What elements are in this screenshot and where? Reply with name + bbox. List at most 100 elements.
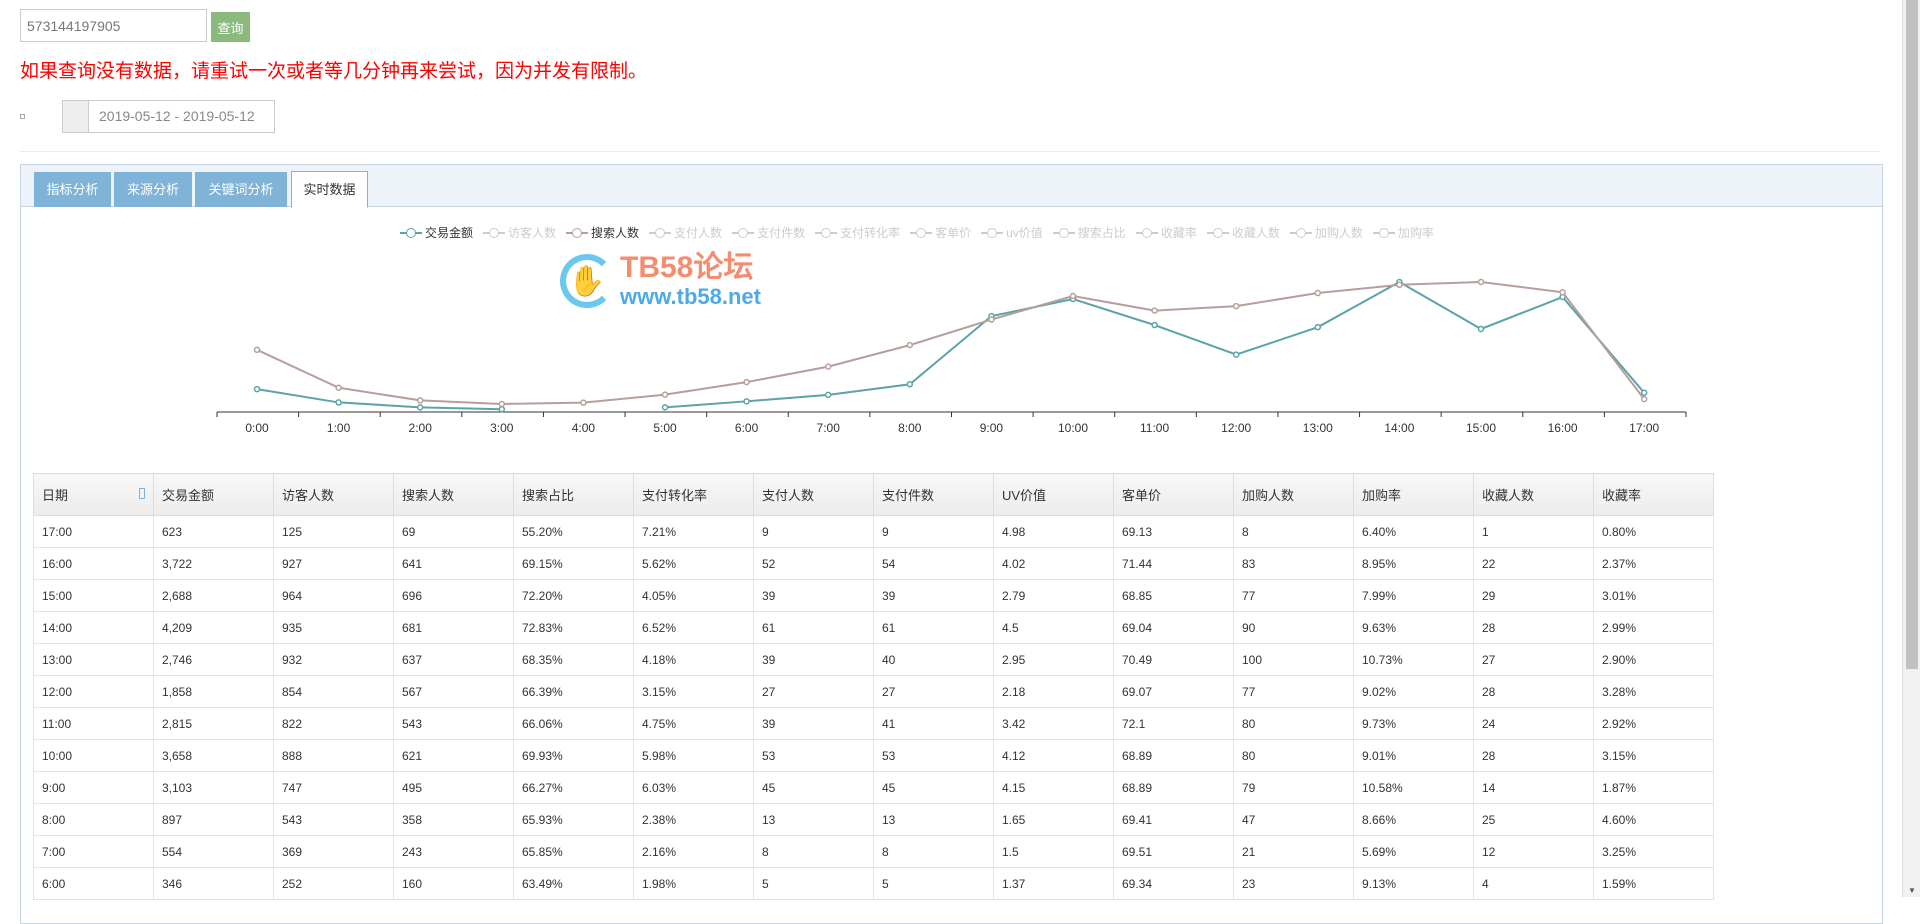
table-cell: 11:00 — [33, 707, 154, 740]
table-cell: 69.51 — [1113, 835, 1234, 868]
legend-marker-icon — [483, 227, 506, 239]
table-cell: 358 — [393, 803, 514, 836]
table-cell: 4.15 — [993, 771, 1114, 804]
sort-icon[interactable] — [139, 488, 145, 499]
legend-item[interactable]: 支付件数 — [732, 224, 805, 241]
data-point — [1314, 323, 1322, 331]
table-cell: 495 — [393, 771, 514, 804]
table-cell: 9 — [753, 515, 874, 548]
legend-item[interactable]: 搜索人数 — [566, 224, 639, 241]
column-header[interactable]: 加购率 — [1353, 473, 1474, 516]
table-cell: 45 — [873, 771, 994, 804]
legend-label: 交易金额 — [425, 226, 474, 240]
table-cell: 4.02 — [993, 547, 1114, 580]
date-range-picker[interactable]: 2019-05-12 - 2019-05-12 — [62, 100, 275, 133]
table-cell: 4.75% — [633, 707, 754, 740]
query-button[interactable]: 查询 — [211, 12, 250, 42]
x-tick-label: 4:00 — [572, 421, 596, 435]
table-cell: 52 — [753, 547, 874, 580]
table-cell: 68.89 — [1113, 771, 1234, 804]
table-cell: 9.63% — [1353, 611, 1474, 644]
table-cell: 5 — [753, 867, 874, 900]
legend-item[interactable]: 交易金额 — [400, 224, 473, 241]
table-cell: 69.07 — [1113, 675, 1234, 708]
calendar-icon[interactable] — [63, 101, 89, 132]
data-point — [498, 405, 506, 413]
table-cell: 69.34 — [1113, 867, 1234, 900]
column-header[interactable]: 搜索人数 — [393, 473, 514, 516]
table-cell: 28 — [1473, 739, 1594, 772]
column-header-label: 客单价 — [1122, 488, 1162, 503]
tab-source[interactable]: 来源分析 — [114, 172, 192, 207]
legend-item[interactable]: 加购率 — [1372, 224, 1434, 241]
table-row: 16:00 3,722 927 641 69.15% 5.62% 52 54 4.02 71.44… — [33, 547, 1714, 580]
column-header-label: 搜索占比 — [522, 488, 575, 503]
data-point — [253, 346, 261, 354]
column-header[interactable]: 加购人数 — [1233, 473, 1354, 516]
search-input[interactable] — [20, 9, 207, 42]
table-row: 9:00 3,103 747 495 66.27% 6.03% 45 45 4.15 68.89 7… — [33, 771, 1714, 804]
data-point — [906, 341, 914, 349]
table-row: 12:00 1,858 854 567 66.39% 3.15% 27 27 2.18 69.07… — [33, 675, 1714, 708]
table-row: 11:00 2,815 822 543 66.06% 4.75% 39 41 3.42 72.1 8… — [33, 707, 1714, 740]
legend-item[interactable]: 收藏率 — [1135, 224, 1197, 241]
table-cell: 68.89 — [1113, 739, 1234, 772]
column-header[interactable]: 客单价 — [1113, 473, 1234, 516]
scroll-down-arrow-icon[interactable]: ▼ — [1908, 886, 1916, 895]
table-cell: 5 — [873, 867, 994, 900]
chart-legend: 交易金额 访客人数 搜索人数 支付人数 支付件数 支付转化率 客单价 uv价值 搜索占比 收藏率 收… — [400, 224, 1434, 241]
column-header-label: 搜索人数 — [402, 488, 455, 503]
legend-item[interactable]: 加购人数 — [1289, 224, 1363, 241]
column-header[interactable]: 搜索占比 — [513, 473, 634, 516]
table-cell: 68.35% — [513, 643, 634, 676]
column-header[interactable]: 访客人数 — [273, 473, 394, 516]
table-cell: 6:00 — [33, 867, 154, 900]
table-cell: 13:00 — [33, 643, 154, 676]
table-cell: 2.99% — [1593, 611, 1714, 644]
legend-item[interactable]: 搜索占比 — [1052, 224, 1126, 241]
legend-item[interactable]: 客单价 — [910, 224, 971, 241]
table-row: 7:00 554 369 243 65.85% 2.16% 8 8 1.5 69.51 21 5.69… — [33, 835, 1714, 868]
legend-item[interactable]: 访客人数 — [483, 224, 556, 241]
table-cell: 72.20% — [513, 579, 634, 612]
series-line — [256, 388, 502, 411]
table-cell: 45 — [753, 771, 874, 804]
table-cell: 69.93% — [513, 739, 634, 772]
column-header[interactable]: 支付件数 — [873, 473, 994, 516]
table-row: 17:00 623 125 69 55.20% 7.21% 9 9 4.98 69.13 8 6.40… — [33, 515, 1714, 548]
column-header[interactable]: 支付人数 — [753, 473, 874, 516]
legend-marker-icon — [910, 227, 933, 239]
column-header[interactable]: 收藏人数 — [1473, 473, 1594, 516]
column-header[interactable]: 交易金额 — [153, 473, 274, 516]
column-header[interactable]: UV价值 — [993, 473, 1114, 516]
column-header[interactable]: 收藏率 — [1593, 473, 1714, 516]
table-cell: 61 — [753, 611, 874, 644]
date-range-value[interactable]: 2019-05-12 - 2019-05-12 — [99, 108, 255, 124]
table-cell: 47 — [1233, 803, 1354, 836]
data-point — [416, 404, 424, 411]
legend-item[interactable]: uv价值 — [981, 224, 1043, 241]
table-cell: 23 — [1233, 867, 1354, 900]
data-point — [661, 391, 669, 398]
vertical-scrollbar[interactable]: ▼ — [1902, 0, 1920, 897]
data-point — [824, 391, 832, 399]
table-cell: 69.04 — [1113, 611, 1234, 644]
column-header[interactable]: 支付转化率 — [633, 473, 754, 516]
tab-realtime[interactable]: 实时数据 — [291, 171, 368, 208]
legend-item[interactable]: 支付转化率 — [815, 224, 900, 241]
x-tick-label: 7:00 — [817, 421, 841, 435]
legend-item[interactable]: 收藏人数 — [1206, 224, 1280, 241]
legend-item[interactable]: 支付人数 — [649, 224, 722, 241]
column-header[interactable]: 日期 — [33, 473, 154, 516]
x-tick-label: 0:00 — [245, 421, 269, 435]
legend-label: 支付转化率 — [840, 226, 901, 240]
tab-keywords[interactable]: 关键词分析 — [195, 172, 287, 207]
x-tick-label: 1:00 — [327, 421, 351, 435]
table-cell: 3.28% — [1593, 675, 1714, 708]
table-cell: 9.13% — [1353, 867, 1474, 900]
table-cell: 8 — [873, 835, 994, 868]
scrollbar-thumb[interactable] — [1906, 0, 1918, 669]
table-row: 14:00 4,209 935 681 72.83% 6.52% 61 61 4.5 69.04 9… — [33, 611, 1714, 644]
tab-metrics[interactable]: 指标分析 — [34, 172, 111, 207]
data-point — [988, 316, 995, 323]
